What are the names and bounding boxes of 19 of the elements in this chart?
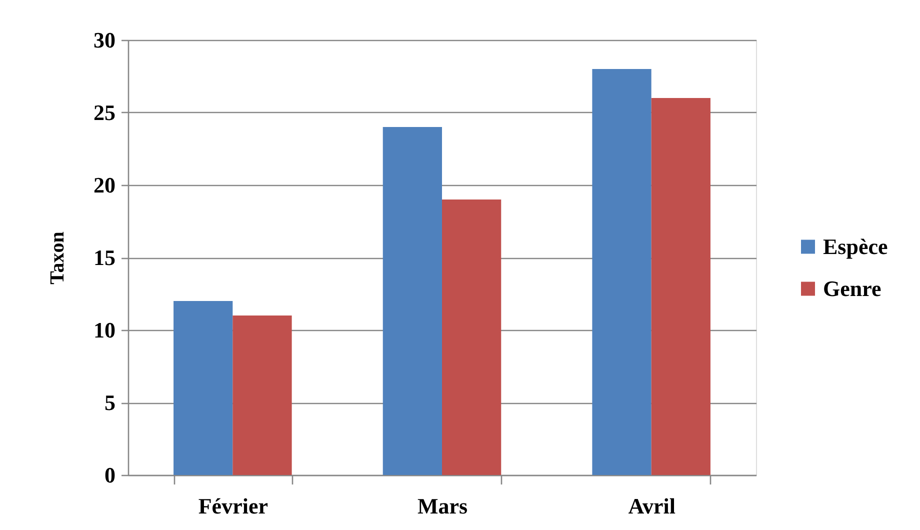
- bar: [382, 127, 442, 475]
- y-tick-label: 30: [94, 28, 116, 52]
- y-tick-label: 0: [104, 462, 116, 488]
- legend-label: Genre: [823, 276, 882, 301]
- bar: [174, 301, 233, 475]
- legend-label: Espèce: [823, 234, 888, 259]
- bar: [592, 69, 652, 475]
- y-axis-title: Taxon: [46, 232, 68, 284]
- bar: [232, 316, 292, 475]
- x-tick-label: Avril: [628, 494, 676, 518]
- y-tick-label: 15: [94, 245, 116, 270]
- y-tick-label: 5: [104, 390, 116, 415]
- x-tick-label: Février: [198, 494, 268, 518]
- bar: [651, 98, 710, 475]
- y-tick-label: 20: [94, 172, 116, 198]
- y-tick-label: 25: [94, 100, 116, 125]
- x-tick-label: Mars: [417, 494, 468, 518]
- bar: [442, 200, 502, 475]
- y-tick-label: 10: [94, 318, 116, 342]
